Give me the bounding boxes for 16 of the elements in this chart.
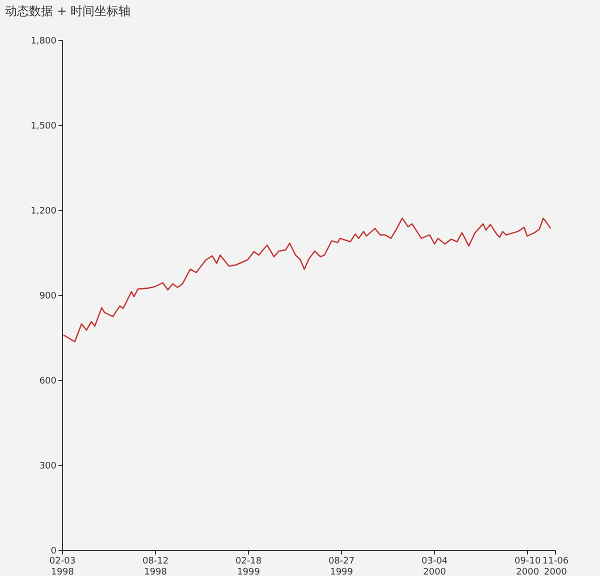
y-tick-label: 300 xyxy=(39,462,57,472)
x-tick-label: 11-06 2000 xyxy=(542,556,569,576)
chart-title: 动态数据 + 时间坐标轴 xyxy=(5,4,131,18)
y-tick-label: 900 xyxy=(39,292,57,302)
y-tick-label: 1,800 xyxy=(30,36,57,46)
x-tick-label: 08-27 1999 xyxy=(328,556,355,576)
line-series xyxy=(62,218,552,342)
x-tick-label: 03-04 2000 xyxy=(421,556,448,576)
y-tick-label: 600 xyxy=(39,376,57,386)
x-tick-label: 02-18 1999 xyxy=(235,556,262,576)
x-tick-label: 09-10 2000 xyxy=(514,556,541,576)
x-tick-label: 08-12 1998 xyxy=(142,556,169,576)
y-tick-label: 1,200 xyxy=(30,206,57,216)
x-tick-label: 02-03 1998 xyxy=(49,556,76,576)
y-tick-label: 0 xyxy=(50,546,57,556)
y-tick-label: 1,500 xyxy=(30,122,57,132)
